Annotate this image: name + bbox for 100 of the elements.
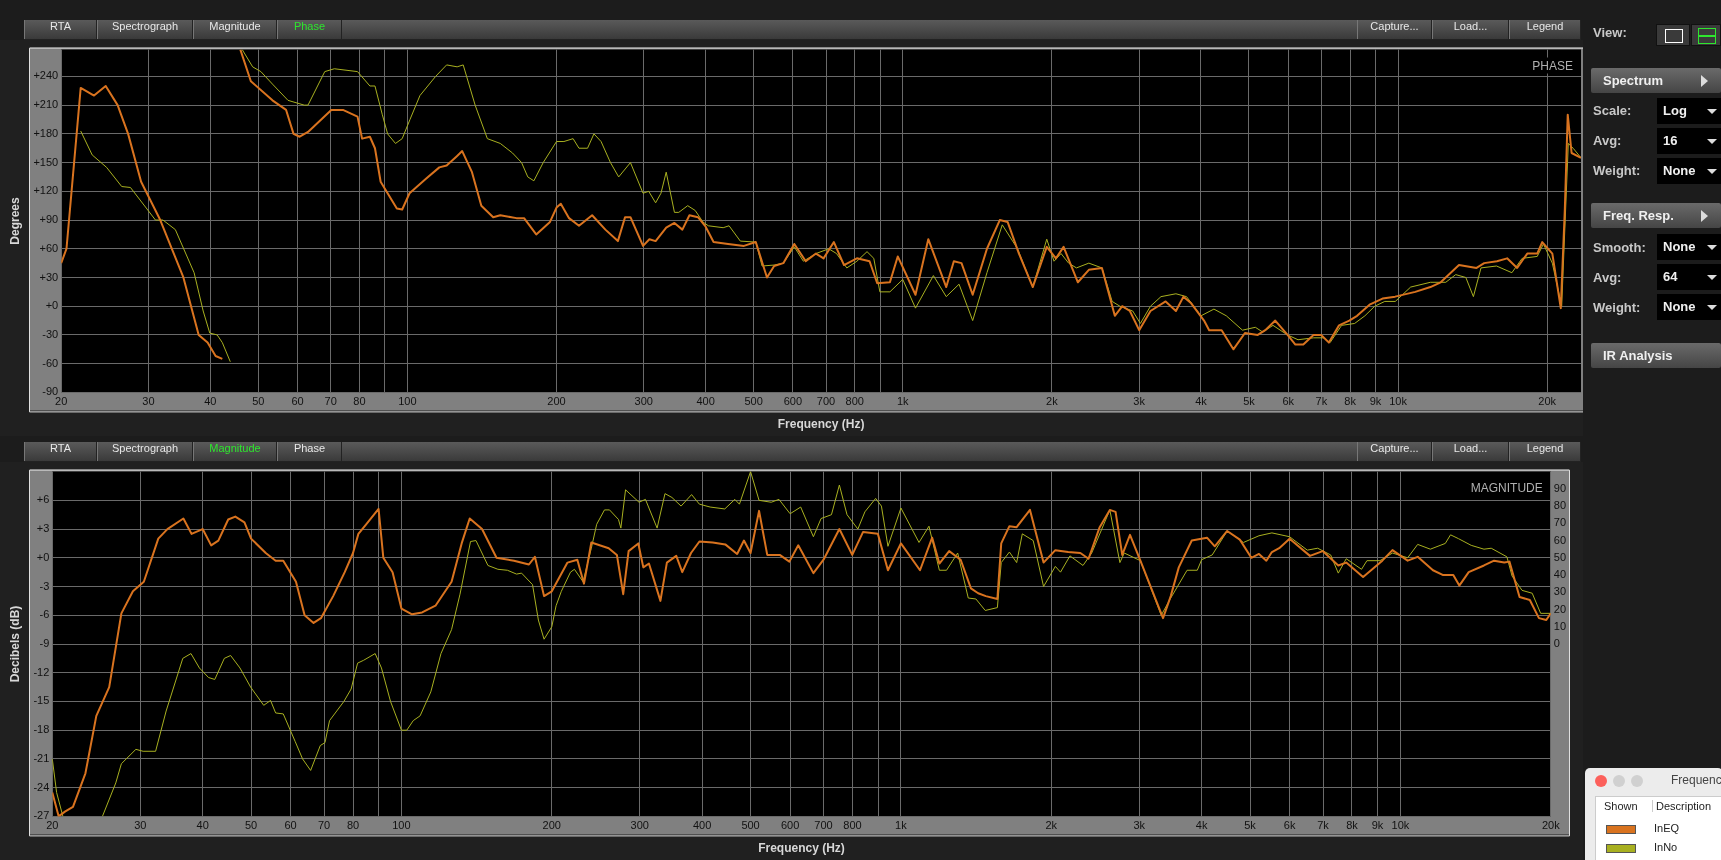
y2-tick-label: 60: [1553, 533, 1567, 546]
y-tick-label: -12: [33, 665, 50, 678]
text: Weight:: [1593, 300, 1641, 315]
x-tick-label: 70: [317, 819, 331, 832]
text: Avg:: [1593, 270, 1622, 285]
x-tick-label: 30: [142, 395, 155, 408]
text: RTA: [50, 20, 71, 32]
x-tick-label: 8k: [1346, 819, 1359, 832]
x-tick-label: 6k: [1282, 395, 1295, 408]
x-tick-label: 40: [196, 819, 209, 832]
x-tick-label: 700: [816, 395, 836, 408]
x-tick-label: 300: [630, 819, 649, 832]
y2-tick-label: 10: [1553, 619, 1567, 632]
x-tick-label: 10k: [1389, 395, 1408, 408]
x-tick-label: 80: [353, 395, 366, 408]
text: None: [1663, 163, 1696, 178]
x-tick-label: 20k: [1541, 819, 1561, 832]
x-tick-label: 8k: [1344, 395, 1357, 408]
x-tick-label: 300: [634, 395, 653, 408]
x-tick-label: 7k: [1315, 395, 1328, 408]
text: Load...: [1453, 442, 1488, 454]
text: None: [1663, 239, 1696, 254]
y-tick-label: -30: [42, 327, 59, 340]
x-tick-label: 2k: [1046, 395, 1059, 408]
text: View:: [1593, 25, 1627, 40]
y2-tick-label: 90: [1553, 481, 1567, 494]
y-tick-label: +120: [33, 184, 59, 197]
y-tick-label: +0: [36, 550, 50, 563]
text: 16: [1663, 133, 1678, 148]
x-tick-label: 1k: [895, 819, 908, 832]
text: Capture...: [1370, 442, 1419, 454]
text: Log: [1663, 103, 1687, 118]
text: Shown: [1604, 800, 1638, 812]
x-tick-label: 500: [744, 395, 763, 408]
legend-label: InEQ: [1654, 822, 1680, 834]
x-tick-label: 20: [46, 819, 59, 832]
y-tick-label: -6: [39, 608, 50, 621]
x-tick-label: 70: [324, 395, 337, 408]
x-tick-label: 40: [204, 395, 217, 408]
x-tick-label: 4k: [1195, 395, 1208, 408]
text: Spectrograph: [111, 442, 179, 454]
x-tick-label: 400: [696, 395, 715, 408]
y2-tick-label: 30: [1553, 585, 1567, 598]
x-tick-label: 4k: [1195, 819, 1208, 832]
y-tick-label: -18: [33, 723, 50, 736]
y-tick-label: +240: [33, 69, 59, 82]
x-tick-label: 2k: [1045, 819, 1058, 832]
x-tick-label: 600: [780, 819, 800, 832]
x-tick-label: 400: [692, 819, 712, 832]
y-tick-label: -27: [33, 809, 50, 822]
annotation: PHASE: [1532, 58, 1573, 73]
y-tick-label: +210: [33, 98, 59, 111]
x-tick-label: 3k: [1133, 395, 1146, 408]
text: None: [1663, 299, 1696, 314]
x-tick-label: 80: [346, 819, 360, 832]
text: 64: [1663, 269, 1678, 284]
text: Smooth:: [1593, 240, 1646, 255]
y2-tick-label: 40: [1553, 568, 1567, 581]
text: Phase: [293, 20, 326, 32]
x-tick-label: 200: [547, 395, 566, 408]
x-tick-label: 10k: [1391, 819, 1410, 832]
y-tick-label: +150: [33, 155, 59, 168]
x-tick-label: 800: [845, 395, 864, 408]
y-tick-label: +90: [39, 213, 59, 226]
y2-tick-label: 80: [1553, 499, 1567, 512]
x-axis-title: Frequency (Hz): [777, 417, 865, 432]
y-tick-label: +30: [39, 270, 59, 283]
y-axis-title: Decibels (dB): [7, 605, 22, 683]
x-tick-label: 3k: [1133, 819, 1146, 832]
text: Legend: [1526, 442, 1564, 454]
x-axis-title: Frequency (Hz): [758, 841, 845, 856]
annotation: MAGNITUDE: [1470, 480, 1543, 495]
y-tick-label: -21: [33, 751, 50, 764]
x-tick-label: 1k: [896, 395, 910, 408]
y-tick-label: -3: [39, 579, 50, 592]
x-tick-label: 5k: [1243, 395, 1256, 408]
y-tick-label: +180: [33, 126, 59, 139]
text: Avg:: [1593, 133, 1622, 148]
x-tick-label: 50: [244, 819, 258, 832]
x-tick-label: 700: [814, 819, 833, 832]
y-tick-label: +0: [45, 299, 59, 312]
text: Weight:: [1593, 163, 1641, 178]
text: Magnitude: [209, 20, 261, 32]
legend-label: InNo: [1654, 841, 1678, 853]
x-tick-label: 6k: [1283, 819, 1296, 832]
text: Description: [1652, 800, 1712, 812]
x-tick-label: 9k: [1371, 819, 1384, 832]
y-axis-title: Degrees: [7, 197, 22, 245]
x-tick-label: 50: [252, 395, 265, 408]
x-tick-label: 100: [392, 819, 411, 832]
text: Spectrograph: [111, 20, 179, 32]
y-tick-label: -60: [42, 356, 59, 369]
text: Magnitude: [209, 442, 261, 454]
y-tick-label: -9: [39, 637, 50, 650]
x-tick-label: 100: [398, 395, 417, 408]
text: RTA: [50, 442, 71, 454]
y2-tick-label: 70: [1553, 516, 1567, 529]
x-tick-label: 60: [284, 819, 297, 832]
y2-tick-label: 0: [1553, 637, 1560, 650]
y-tick-label: -90: [42, 385, 59, 398]
